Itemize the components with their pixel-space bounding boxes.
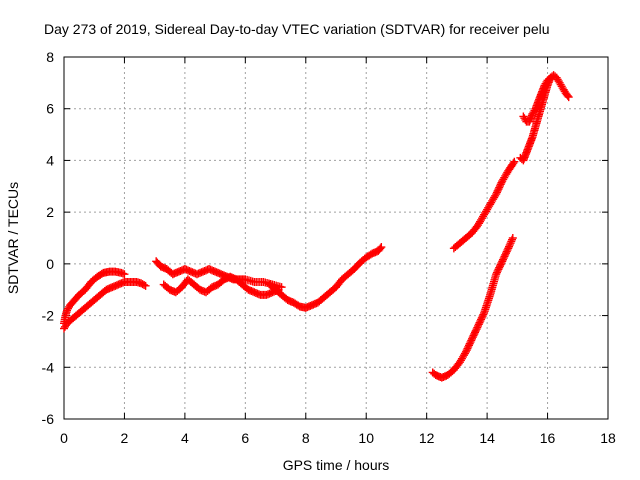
x-tick-label: 18 [600,430,616,446]
series-pass-1b [60,277,150,333]
y-tick-label: 8 [46,49,54,65]
x-tick-label: 4 [181,430,189,446]
data-point [504,244,513,253]
axis-ticks: 0 2 4 6 8 10 12 14 16 18 -6 -4 -2 0 2 4 6 8 [42,49,616,446]
data-point [506,239,515,248]
data-point [508,234,517,242]
data-point [376,244,385,253]
series-pass-6b [519,73,555,126]
x-tick-label: 0 [60,430,68,446]
data-point [545,74,554,83]
x-axis-label: GPS time / hours [283,457,390,473]
data-point [509,159,518,168]
y-tick-label: -4 [42,359,55,375]
x-tick-label: 10 [358,430,374,446]
series-pass-3 [265,243,386,312]
series-pass-4 [428,234,517,382]
data-point [479,310,488,319]
grid [64,57,608,419]
data-point [564,93,573,102]
x-tick-label: 16 [540,430,556,446]
y-tick-label: 2 [46,204,54,220]
data-point [120,270,129,279]
plot-frame [63,56,609,420]
data-point [141,281,150,290]
data-point [508,235,517,244]
data-point [505,240,514,249]
data-point [510,157,519,166]
x-tick-label: 12 [419,430,435,446]
data-point [505,242,514,251]
y-tick-label: -6 [42,411,55,427]
x-tick-label: 8 [302,430,310,446]
series-pass-1a [60,267,129,328]
series-pass-6a [516,71,573,165]
y-tick-label: 4 [46,152,54,168]
data-point [546,73,555,82]
x-tick-label: 6 [241,430,249,446]
data-point [377,243,386,252]
data-point [563,91,572,100]
x-tick-label: 2 [121,430,129,446]
y-tick-label: 6 [46,101,54,117]
series-pass-5 [449,157,519,253]
y-tick-label: -2 [42,308,55,324]
y-axis-label: SDTVAR / TECUs [5,182,21,294]
y-tick-label: 0 [46,256,54,272]
data-point [507,237,516,246]
data-point [140,280,149,289]
chart-title: Day 273 of 2019, Sidereal Day-to-day VTE… [44,21,550,37]
data-points [60,71,573,382]
x-tick-label: 14 [479,430,495,446]
